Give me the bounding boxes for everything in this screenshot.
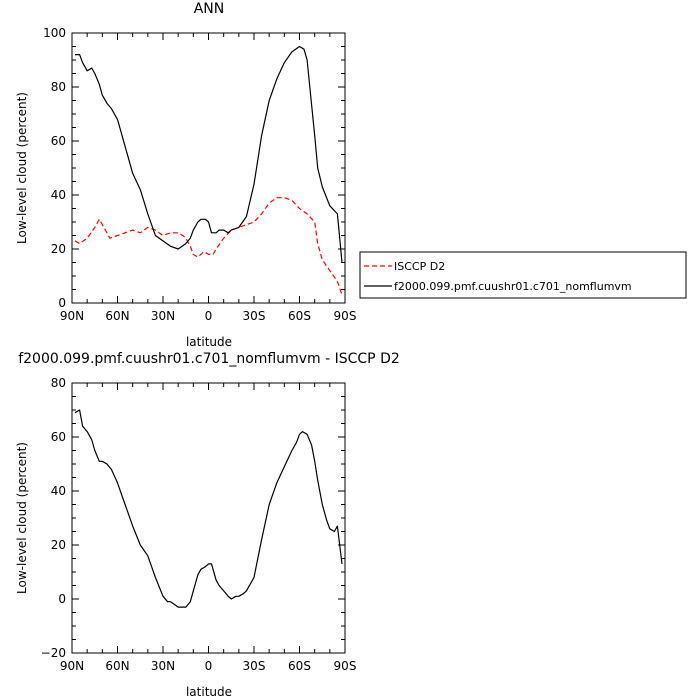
- x-tick-label: 0: [205, 659, 213, 673]
- x-tick-label: 30N: [151, 659, 175, 673]
- x-axis-label-difference: latitude: [186, 685, 232, 699]
- x-tick-label: 60S: [288, 659, 311, 673]
- x-tick-label: 0: [205, 309, 213, 323]
- legend-label-model: f2000.099.pmf.cuushr01.c701_nomflumvm: [394, 280, 632, 293]
- x-tick-label: 90N: [60, 659, 84, 673]
- y-tick-label: 40: [51, 484, 66, 498]
- x-tick-label: 90S: [334, 309, 357, 323]
- y-tick-label: 60: [51, 134, 66, 148]
- y-tick-label: 0: [58, 592, 66, 606]
- series-line-1: [75, 45, 343, 263]
- legend-label-isccp: ISCCP D2: [394, 260, 445, 273]
- y-tick-label: −20: [41, 646, 66, 660]
- y-axis-label-difference: Low-level cloud (percent): [15, 442, 29, 594]
- y-tick-label: 40: [51, 188, 66, 202]
- x-tick-label: 30S: [243, 659, 266, 673]
- legend: ISCCP D2 f2000.099.pmf.cuushr01.c701_nom…: [359, 251, 687, 299]
- y-tick-label: 0: [58, 296, 66, 310]
- chart-difference: f2000.099.pmf.cuushr01.c701_nomflumvm - …: [15, 351, 400, 699]
- y-tick-label: 60: [51, 430, 66, 444]
- x-tick-label: 90N: [60, 309, 84, 323]
- y-tick-label: 80: [51, 376, 66, 390]
- plot-frame: [71, 32, 346, 304]
- chart-title: ANN: [194, 1, 225, 17]
- x-axis-label: latitude: [186, 335, 232, 349]
- chart-title-difference: f2000.099.pmf.cuushr01.c701_nomflumvm - …: [18, 351, 400, 367]
- x-tick-label: 30N: [151, 309, 175, 323]
- y-axis-label: Low-level cloud (percent): [15, 92, 29, 244]
- chart-annual-low-cloud: ANN Low-level cloud (percent) latitude 9…: [15, 1, 356, 349]
- x-tick-label: 90S: [334, 659, 357, 673]
- plot-frame: [71, 382, 346, 654]
- x-tick-label: 60N: [105, 659, 129, 673]
- x-tick-label: 60N: [105, 309, 129, 323]
- y-tick-label: 20: [51, 242, 66, 256]
- y-tick-label: 20: [51, 538, 66, 552]
- x-tick-label: 30S: [243, 309, 266, 323]
- x-tick-label: 60S: [288, 309, 311, 323]
- y-tick-label: 80: [51, 80, 66, 94]
- series-line-0: [74, 197, 343, 296]
- y-tick-label: 100: [43, 26, 66, 40]
- series-line-0: [74, 409, 343, 608]
- legend-box: [359, 251, 687, 299]
